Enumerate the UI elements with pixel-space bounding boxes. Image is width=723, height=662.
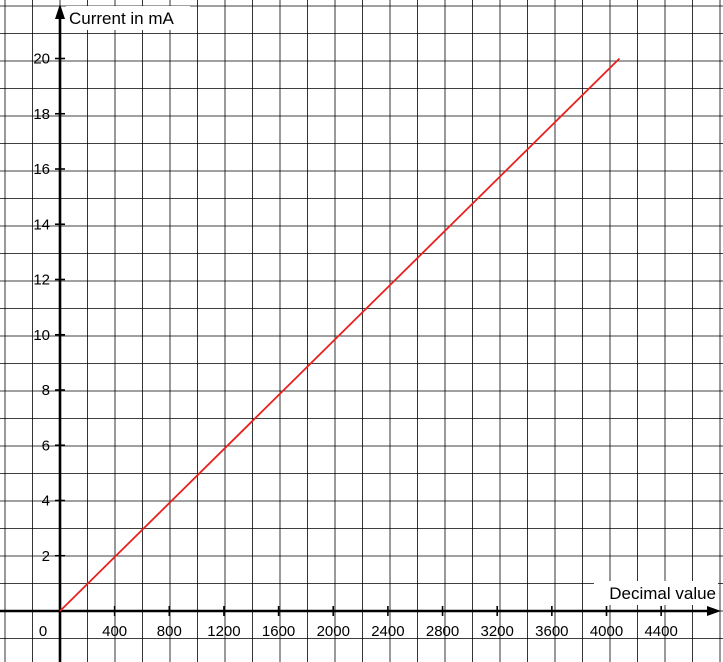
y-axis-arrowhead bbox=[55, 4, 65, 19]
tick-marks bbox=[55, 57, 662, 616]
axes bbox=[0, 4, 721, 662]
y-tick-label: 18 bbox=[33, 106, 50, 123]
y-tick-label: 8 bbox=[42, 382, 50, 399]
y-tick-label: 2 bbox=[42, 548, 50, 565]
x-axis-title: Decimal value bbox=[609, 584, 716, 603]
y-tick-label: 6 bbox=[42, 437, 50, 454]
x-tick-label: 400 bbox=[102, 623, 127, 640]
y-tick-label: 10 bbox=[33, 327, 50, 344]
x-tick-label: 3200 bbox=[481, 623, 514, 640]
y-tick-label: 20 bbox=[33, 51, 50, 68]
series-layer bbox=[59, 57, 621, 612]
x-tick-label: 3600 bbox=[535, 623, 568, 640]
x-tick-label: 800 bbox=[157, 623, 182, 640]
x-tick-label: 1200 bbox=[207, 623, 240, 640]
series-line bbox=[59, 57, 621, 612]
x-tick-label: 4400 bbox=[644, 623, 677, 640]
y-tick-label: 14 bbox=[33, 216, 50, 233]
x-axis-arrowhead bbox=[707, 606, 721, 616]
x-tick-label: 1600 bbox=[262, 623, 295, 640]
x-tick-label: 2400 bbox=[371, 623, 404, 640]
x-tick-label: 4000 bbox=[590, 623, 623, 640]
y-axis-title-background bbox=[66, 6, 190, 30]
y-tick-label: 12 bbox=[33, 272, 50, 289]
x-tick-label: 0 bbox=[39, 623, 47, 640]
y-tick-label: 16 bbox=[33, 161, 50, 178]
y-axis-title: Current in mA bbox=[69, 9, 175, 28]
x-axis-title-background bbox=[594, 581, 718, 605]
tick-labels: 0 400 800 1200 1600 2000 2400 2800 3200 3600 4000 4… bbox=[33, 51, 678, 641]
x-tick-label: 2800 bbox=[426, 623, 459, 640]
x-tick-label: 2000 bbox=[317, 623, 350, 640]
y-tick-label: 4 bbox=[42, 493, 50, 510]
